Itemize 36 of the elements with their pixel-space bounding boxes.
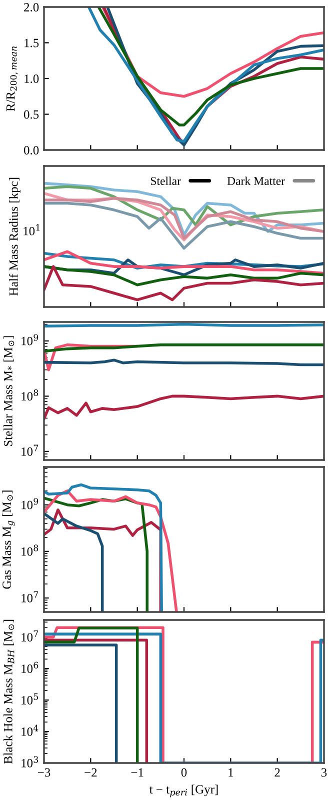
y-tick-label: 10$^{3}$ <box>22 756 38 768</box>
y-tick-label: 10$^{9}$ <box>22 498 38 510</box>
line-series <box>44 394 324 420</box>
x-tick-label: 3 <box>321 768 327 777</box>
y-tick-label: 10$^{6}$ <box>22 662 38 673</box>
x-tick-label: 0 <box>181 768 187 777</box>
y-tick-label: 10$^{8}$ <box>22 389 38 401</box>
x-tick-label: −3 <box>38 768 50 777</box>
y-tick-label: 10$^{7}$ <box>22 630 38 642</box>
line-series <box>44 512 104 612</box>
y-tick-label: 1.0 <box>24 74 39 84</box>
y-axis-title: Black Hole Mass M$_{BH}$ [M$_{⊙}$] <box>4 620 14 764</box>
x-tick-label: −2 <box>84 768 97 777</box>
x-tick-label: −1 <box>131 768 144 777</box>
y-tick-label: 10$^{8}$ <box>22 544 38 556</box>
x-tick-label: 2 <box>274 768 280 777</box>
y-axis-title: R/R$_{200,mean}$ <box>6 46 18 112</box>
y-tick-label: 1.5 <box>24 38 39 48</box>
y-tick-label: 10$^{5}$ <box>22 693 38 704</box>
line-series <box>44 343 324 353</box>
y-tick-label: 10$^{7}$ <box>22 444 38 456</box>
y-tick-label: 10$^{7}$ <box>22 591 38 602</box>
y-tick-label: 10$^{9}$ <box>22 334 38 346</box>
y-tick-label: 0.5 <box>24 110 39 119</box>
y-tick-label: 2.0 <box>24 3 39 12</box>
y-axis-title: Gas Mass M$_{g}$ [M$_{⊙}$] <box>2 490 15 589</box>
y-axis-title: Half Mass Radius [kpc] <box>8 178 20 296</box>
x-tick-label: 1 <box>228 768 234 777</box>
x-axis-title: t − t$_{peri}$ [Gyr] <box>149 784 218 798</box>
legend-label: Dark Matter <box>227 176 285 186</box>
legend-label: Stellar <box>150 176 181 186</box>
line-series <box>97 7 324 126</box>
text: 10$^{1}$ <box>24 224 40 236</box>
y-tick-label: 0.0 <box>24 146 39 155</box>
y-axis-title: Stellar Mass M$_{*}$ [M$_{⊙}$] <box>4 336 14 446</box>
y-tick-label: 10$^{4}$ <box>22 724 38 736</box>
